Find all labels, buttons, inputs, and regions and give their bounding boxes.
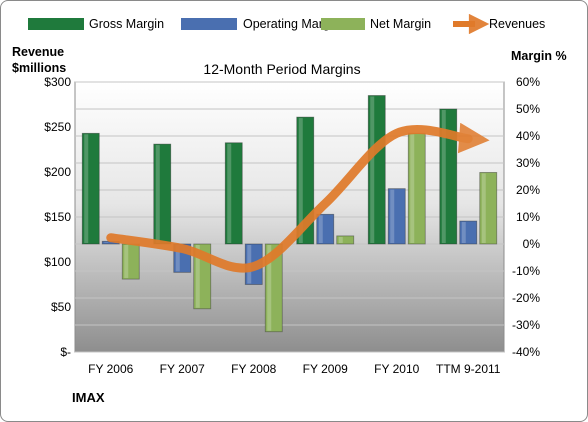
legend-label-net-margin: Net Margin	[370, 17, 431, 31]
right-tick-label: 30%	[516, 156, 540, 170]
bar-operating-margin	[316, 213, 335, 245]
legend-label-operating-margin: Operating Margin	[243, 17, 340, 31]
left-tick-label: $250	[44, 120, 71, 134]
left-axis-title-line1: Revenue	[12, 45, 64, 59]
category-labels: FY 2006 FY 2007 FY 2008 FY 2009 FY 2010 TTM 9…	[88, 362, 501, 376]
bar-highlight	[84, 134, 89, 243]
left-axis-title-line2: $millions	[12, 61, 66, 75]
bar-highlight	[195, 245, 200, 308]
category-label: FY 2007	[160, 362, 205, 376]
left-tick-label: $200	[44, 165, 71, 179]
bar-highlight	[318, 215, 323, 243]
left-axis-ticks: $- $50 $100 $150 $200 $250 $300	[44, 75, 71, 359]
category-label: FY 2006	[88, 362, 133, 376]
bars	[81, 95, 498, 333]
bar-highlight	[155, 145, 160, 243]
gridlines	[75, 81, 504, 353]
right-tick-label: 40%	[516, 129, 540, 143]
legend-swatch-net-margin	[321, 18, 365, 30]
right-tick-label: -30%	[512, 318, 540, 332]
bar-highlight	[267, 245, 272, 331]
left-tick-label: $100	[44, 255, 71, 269]
bar-gross-margin	[81, 132, 100, 245]
left-tick-label: $300	[44, 75, 71, 89]
bar-highlight	[410, 134, 415, 243]
right-axis-ticks: -40% -30% -20% -10% 0% 10% 20% 30% 40% 50% 60%	[512, 75, 540, 359]
legend: Gross Margin Operating Margin Net Margin…	[28, 13, 545, 35]
legend-label-revenues: Revenues	[489, 17, 545, 31]
bar-highlight	[298, 118, 303, 243]
revenue-line-path	[106, 122, 490, 273]
chart-title: 12-Month Period Margins	[203, 61, 360, 77]
bar-gross-margin	[296, 116, 315, 245]
category-label: FY 2009	[303, 362, 348, 376]
right-tick-label: 0%	[523, 237, 541, 251]
bar-highlight	[441, 110, 446, 243]
bar-highlight	[124, 245, 129, 279]
right-tick-label: 10%	[516, 210, 540, 224]
bar-gross-margin	[224, 142, 243, 245]
right-tick-label: -40%	[512, 345, 540, 359]
bar-highlight	[481, 173, 486, 243]
legend-item-net-margin: Net Margin	[321, 17, 431, 31]
left-tick-label: $150	[44, 210, 71, 224]
right-tick-label: -10%	[512, 264, 540, 278]
bar-gross-margin	[439, 108, 458, 245]
bar-gross-margin	[367, 95, 386, 245]
right-tick-label: -20%	[512, 291, 540, 305]
right-tick-label: 50%	[516, 102, 540, 116]
bar-highlight	[370, 96, 375, 243]
bar-highlight	[461, 222, 466, 243]
left-tick-label: $50	[51, 300, 71, 314]
category-label: FY 2008	[231, 362, 276, 376]
legend-label-gross-margin: Gross Margin	[89, 17, 164, 31]
legend-swatch-gross-margin	[28, 18, 84, 30]
bar-highlight	[175, 245, 180, 272]
bar-net-margin	[479, 172, 498, 245]
bar-net-margin	[336, 235, 355, 245]
legend-item-gross-margin: Gross Margin	[28, 17, 164, 31]
right-axis-title: Margin %	[511, 49, 567, 63]
bar-highlight	[104, 242, 109, 243]
bar-highlight	[338, 236, 343, 243]
company-label: IMAX	[72, 390, 105, 405]
legend-item-operating-margin: Operating Margin	[181, 17, 340, 31]
legend-swatch-operating-margin	[181, 18, 237, 30]
left-tick-label: $-	[60, 345, 71, 359]
category-label: FY 2010	[374, 362, 419, 376]
bar-highlight	[390, 189, 395, 243]
right-tick-label: 60%	[516, 75, 540, 89]
bar-operating-margin	[459, 220, 478, 245]
category-label: TTM 9-2011	[436, 362, 501, 376]
bar-net-margin	[264, 243, 283, 333]
bar-operating-margin	[387, 188, 406, 245]
legend-item-revenues: Revenues	[453, 13, 545, 35]
revenue-line	[106, 122, 490, 273]
right-tick-label: 20%	[516, 183, 540, 197]
bar-highlight	[227, 143, 232, 243]
